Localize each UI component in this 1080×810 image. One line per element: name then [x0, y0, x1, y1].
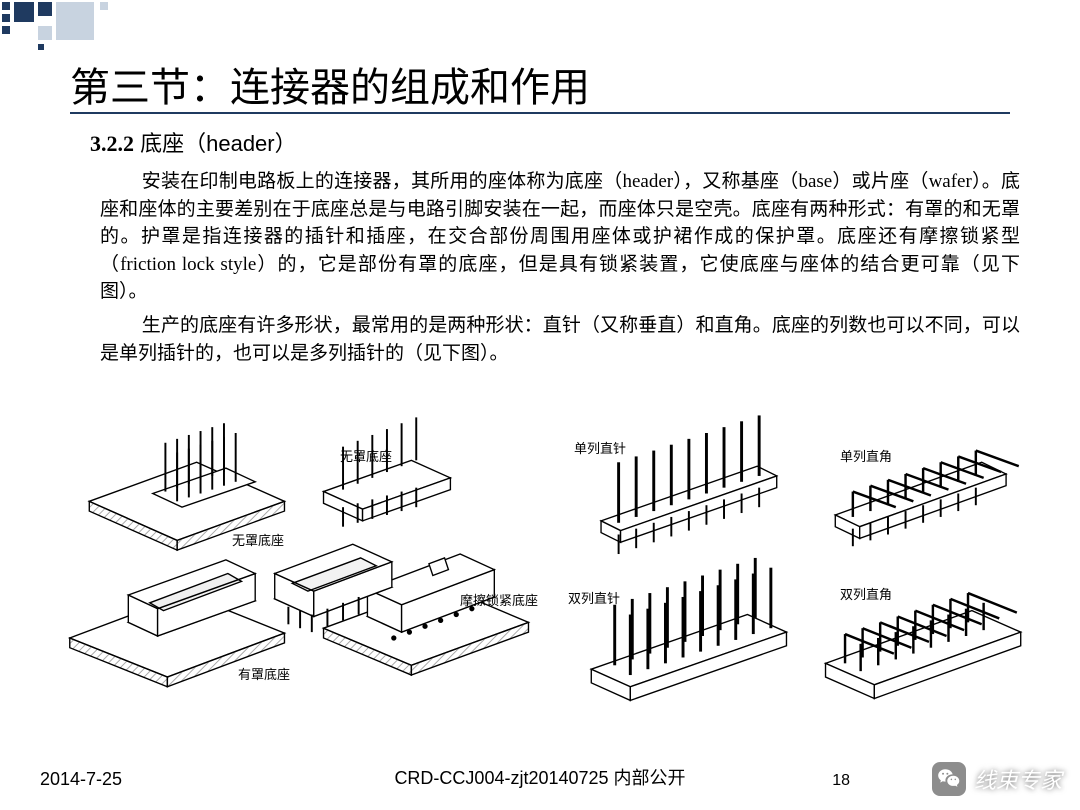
subheading-text: 底座（header）	[134, 131, 297, 156]
watermark-text: 线束专家	[974, 763, 1062, 795]
caption-single-right: 单列直角	[840, 446, 892, 465]
figure-left-header-types: 无罩底座 无罩底座 摩擦锁紧底座 有罩底座	[60, 400, 548, 710]
section-subheading: 3.2.2 底座（header）	[90, 126, 297, 158]
footer-center: CRD-CCJ004-zjt20140725 内部公开	[0, 764, 1080, 790]
title-underline	[70, 112, 1010, 114]
caption-friction-lock: 摩擦锁紧底座	[460, 590, 538, 609]
caption-unshrouded-top: 无罩底座	[340, 446, 392, 465]
figure-right-pin-headers: 单列直针 单列直角 双列直针 双列直角	[562, 400, 1050, 710]
wechat-icon	[932, 762, 966, 796]
paragraph-1: 安装在印制电路板上的连接器，其所用的座体称为底座（header），又称基座（ba…	[100, 168, 1020, 306]
caption-shrouded: 有罩底座	[238, 664, 290, 683]
slide-title: 第三节：连接器的组成和作用	[70, 55, 590, 113]
subheading-number: 3.2.2	[90, 131, 134, 156]
caption-single-straight: 单列直针	[574, 438, 626, 457]
footer-page: 18	[832, 772, 850, 790]
figures-row: 无罩底座 无罩底座 摩擦锁紧底座 有罩底座	[60, 400, 1050, 710]
caption-double-right: 双列直角	[840, 584, 892, 603]
watermark: 线束专家	[932, 762, 1062, 796]
corner-squares-icon	[0, 0, 190, 50]
paragraph-2: 生产的底座有许多形状，最常用的是两种形状：直针（又称垂直）和直角。底座的列数也可…	[100, 312, 1020, 367]
caption-double-straight: 双列直针	[568, 588, 620, 607]
caption-unshrouded-left: 无罩底座	[232, 530, 284, 549]
